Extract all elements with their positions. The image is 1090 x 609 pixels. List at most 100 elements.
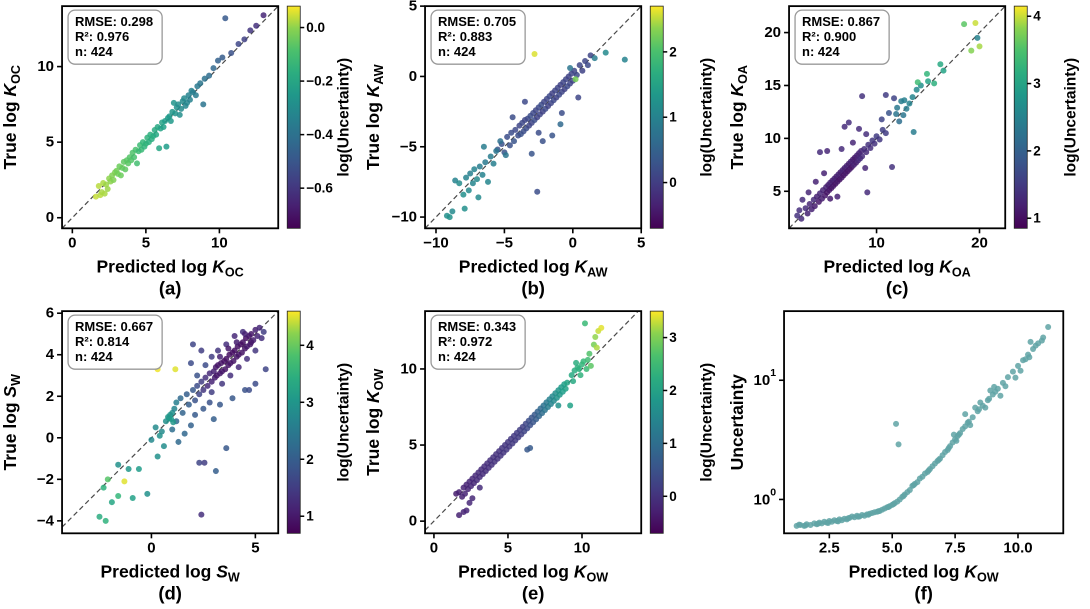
colorbar-label: log(Uncertainty)	[335, 58, 352, 177]
svg-text:RMSE: 0.705: RMSE: 0.705	[438, 14, 516, 29]
panel-f: 2.5 5.0 7.5 10.0 100 101 Predicted log KOW Unce…	[727, 305, 1090, 609]
panel-caption: (c)	[885, 277, 908, 298]
x-axis: 0 5 10	[68, 228, 228, 252]
svg-text:10.0: 10.0	[1003, 539, 1032, 556]
x-axis-label: Predicted log KOW	[458, 561, 608, 584]
plot-area	[783, 310, 1063, 533]
svg-text:20: 20	[764, 24, 781, 41]
svg-text:0: 0	[670, 175, 678, 190]
svg-text:5: 5	[142, 235, 150, 252]
x-axis-label: Predicted log KOA	[823, 256, 970, 279]
colorbar-label: log(Uncertainty)	[699, 362, 716, 481]
svg-text:10: 10	[37, 58, 54, 75]
x-axis-label: Predicted log KAW	[459, 256, 608, 279]
svg-text:−2: −2	[37, 470, 54, 487]
svg-text:7.5: 7.5	[944, 539, 965, 556]
svg-text:5: 5	[772, 183, 780, 200]
svg-text:n: 424: n: 424	[438, 349, 476, 364]
svg-text:0: 0	[147, 539, 155, 556]
svg-text:3: 3	[1033, 76, 1041, 91]
svg-text:3: 3	[306, 394, 314, 409]
panel-caption: (a)	[159, 277, 182, 298]
y-axis-label: True log KAW	[363, 64, 386, 170]
x-axis: 2.5 5.0 7.5 10.0	[818, 532, 1032, 556]
svg-text:0: 0	[670, 488, 678, 503]
y-axis-label: True log KOW	[363, 368, 386, 475]
svg-text:6: 6	[46, 305, 54, 322]
colorbar: 4 3 2 1 log(Uncertainty)	[1013, 5, 1079, 229]
svg-text:10: 10	[868, 235, 885, 252]
x-axis: −10 −5 0 5	[424, 228, 646, 252]
x-axis-label: Predicted log SW	[100, 561, 239, 584]
panel-d: 0 5 −4 −2 0 2 4 6 Predicted log SW True log SW (d)…	[0, 305, 363, 609]
axes-box	[782, 309, 1064, 534]
y-axis: −4 −2 0 2 4 6	[37, 305, 63, 529]
svg-text:−0.4: −0.4	[306, 127, 333, 142]
y-axis-label: Uncertainty	[727, 373, 747, 470]
svg-text:R²: 0.883: R²: 0.883	[438, 29, 492, 44]
axes-box	[424, 5, 643, 230]
svg-text:101: 101	[753, 367, 776, 389]
y-axis-label: True log KOC	[0, 65, 23, 169]
svg-text:RMSE: 0.867: RMSE: 0.867	[802, 14, 880, 29]
svg-text:0: 0	[409, 512, 417, 529]
svg-text:10: 10	[401, 360, 418, 377]
x-axis-label: Predicted log KOW	[848, 561, 998, 584]
svg-text:0: 0	[569, 235, 577, 252]
identity-line	[61, 5, 279, 229]
panel-e: 0 5 10 0 5 10 Predicted log KOW True log KOW (e)…	[363, 305, 726, 609]
svg-text:R²: 0.814: R²: 0.814	[75, 334, 130, 349]
panel-caption: (d)	[158, 582, 182, 603]
svg-text:4: 4	[46, 346, 55, 363]
svg-text:RMSE: 0.298: RMSE: 0.298	[75, 14, 153, 29]
colorbar-label: log(Uncertainty)	[335, 362, 352, 481]
svg-text:−4: −4	[37, 512, 55, 529]
panel-b: −10 −5 0 5 −10 −5 0 5 Predicted log KAW True log …	[363, 0, 726, 305]
svg-text:n: 424: n: 424	[75, 349, 113, 364]
svg-text:n: 424: n: 424	[75, 44, 113, 59]
svg-text:−0.2: −0.2	[306, 74, 333, 89]
scatter-points	[793, 20, 983, 222]
svg-text:2: 2	[46, 387, 54, 404]
svg-text:R²: 0.976: R²: 0.976	[75, 29, 129, 44]
svg-text:4: 4	[1033, 9, 1041, 24]
colorbar-label: log(Uncertainty)	[1062, 58, 1079, 177]
y-axis: 100 101	[753, 367, 784, 508]
svg-text:2: 2	[670, 44, 678, 59]
svg-text:0: 0	[46, 429, 54, 446]
panel-a-svg: 0 5 10 0 5 10 Predicted log KOC True log KOC (a)…	[0, 5, 352, 298]
svg-text:5: 5	[251, 539, 259, 556]
svg-text:2: 2	[670, 382, 678, 397]
panel-f-svg: 2.5 5.0 7.5 10.0 100 101 Predicted log KOW Unce…	[727, 309, 1064, 603]
x-axis-label: Predicted log KOC	[96, 256, 243, 279]
axes-box	[424, 309, 643, 534]
svg-text:R²: 0.972: R²: 0.972	[438, 334, 492, 349]
svg-text:R²: 0.900: R²: 0.900	[802, 29, 856, 44]
svg-text:n: 424: n: 424	[802, 44, 840, 59]
svg-text:1: 1	[670, 110, 678, 125]
colorbar: 4 3 2 1 log(Uncertainty)	[286, 310, 352, 534]
y-axis: 5 10 15 20	[764, 24, 789, 200]
identity-line	[424, 5, 642, 229]
axes-box	[787, 5, 1006, 230]
svg-text:1: 1	[306, 508, 314, 523]
axes-box	[61, 5, 280, 230]
svg-text:0: 0	[430, 539, 438, 556]
scatter-points	[92, 12, 267, 200]
panel-b-svg: −10 −5 0 5 −10 −5 0 5 Predicted log KAW True log …	[363, 0, 715, 298]
scatter-points	[444, 49, 629, 221]
svg-text:2: 2	[306, 451, 314, 466]
svg-text:10: 10	[764, 130, 781, 147]
x-axis: 10 20	[868, 228, 987, 252]
svg-text:15: 15	[764, 77, 781, 94]
y-axis: 0 5 10	[401, 360, 426, 529]
svg-text:2.5: 2.5	[818, 539, 839, 556]
scatter-points	[453, 319, 605, 518]
svg-text:100: 100	[753, 486, 776, 508]
